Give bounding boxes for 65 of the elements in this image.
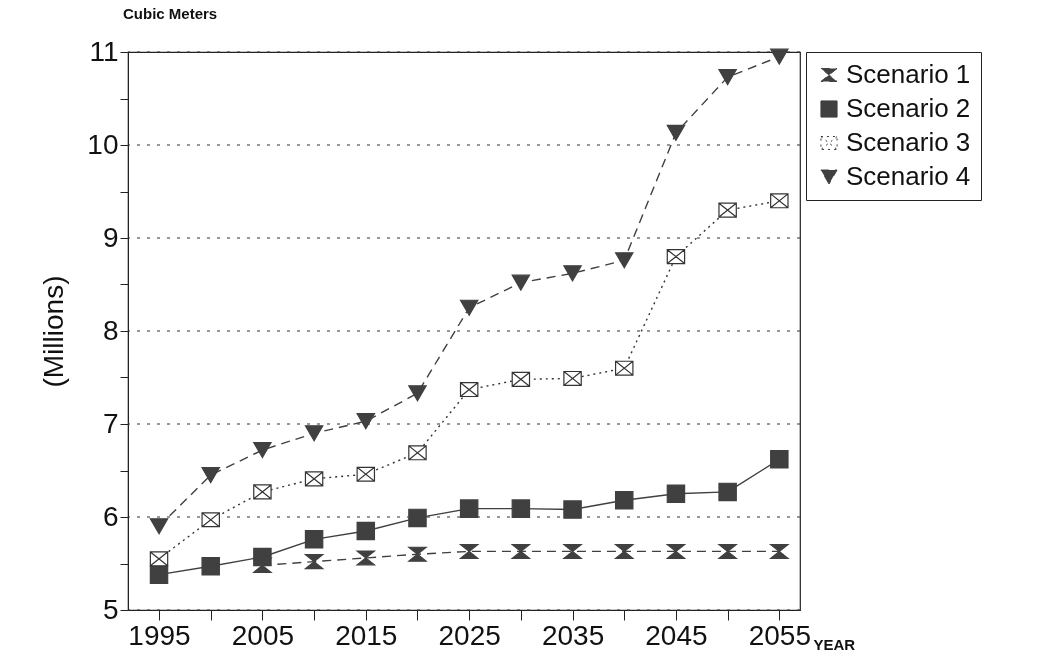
point bbox=[201, 512, 220, 528]
point bbox=[614, 252, 634, 269]
x-tick-label: 2045 bbox=[645, 619, 708, 651]
point bbox=[304, 425, 324, 442]
point bbox=[408, 546, 427, 562]
point bbox=[718, 69, 737, 86]
point bbox=[201, 557, 220, 576]
point bbox=[304, 554, 324, 570]
point bbox=[459, 543, 479, 559]
point bbox=[666, 543, 686, 559]
point bbox=[511, 499, 531, 518]
point bbox=[718, 202, 737, 218]
y-tick-label: 6 bbox=[102, 500, 119, 532]
y-axis-title: (Millions) bbox=[38, 275, 70, 388]
point bbox=[666, 484, 686, 504]
point bbox=[511, 543, 531, 559]
legend-label: Scenario 4 bbox=[846, 161, 971, 191]
point bbox=[614, 360, 634, 376]
x-axis-title: YEAR bbox=[813, 635, 856, 653]
point bbox=[770, 48, 789, 65]
point bbox=[253, 547, 272, 567]
y-tick-label: 10 bbox=[87, 128, 119, 160]
point bbox=[408, 445, 427, 461]
point bbox=[149, 518, 169, 535]
point bbox=[563, 370, 582, 386]
point bbox=[253, 441, 272, 459]
point bbox=[770, 450, 789, 469]
y-tick-label: 8 bbox=[102, 314, 119, 346]
y-tick-label: 7 bbox=[102, 407, 119, 439]
point bbox=[408, 385, 427, 402]
chart-title: Cubic Meters bbox=[123, 5, 218, 22]
point bbox=[718, 482, 737, 502]
point bbox=[666, 124, 686, 142]
point bbox=[253, 484, 272, 500]
point bbox=[304, 530, 324, 549]
point bbox=[459, 299, 479, 316]
y-tick-label: 5 bbox=[102, 593, 119, 625]
point bbox=[614, 491, 634, 510]
point bbox=[770, 193, 789, 209]
point bbox=[770, 543, 789, 559]
point bbox=[563, 543, 582, 559]
point bbox=[356, 466, 376, 482]
point bbox=[511, 274, 531, 291]
point bbox=[563, 500, 582, 519]
x-tick-label: 1995 bbox=[128, 619, 191, 651]
point bbox=[563, 265, 582, 282]
legend-label: Scenario 1 bbox=[846, 59, 971, 89]
point bbox=[614, 543, 634, 559]
legend-label: Scenario 2 bbox=[846, 93, 971, 123]
point bbox=[356, 413, 376, 430]
x-tick-label: 2025 bbox=[438, 619, 501, 651]
legend-label: Scenario 3 bbox=[846, 127, 971, 157]
point bbox=[408, 508, 427, 528]
x-tick-label: 2005 bbox=[231, 619, 295, 651]
y-tick-label: 9 bbox=[102, 221, 119, 253]
x-tick-label: 2055 bbox=[748, 619, 811, 651]
point bbox=[459, 499, 479, 518]
point bbox=[356, 521, 376, 541]
point bbox=[718, 543, 737, 559]
y-tick-label: 11 bbox=[89, 35, 119, 67]
point bbox=[356, 550, 376, 566]
x-tick-label: 2035 bbox=[541, 619, 605, 651]
point bbox=[149, 565, 169, 584]
x-tick-label: 2015 bbox=[335, 619, 398, 651]
point bbox=[201, 467, 220, 484]
